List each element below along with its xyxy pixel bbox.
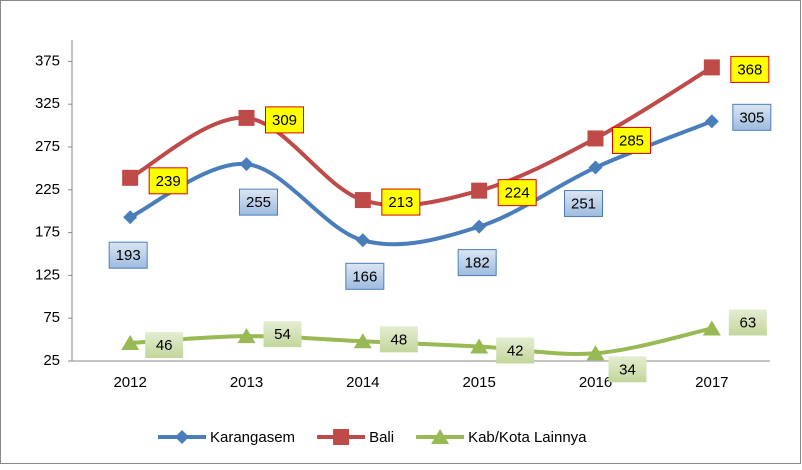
series-line <box>129 119 713 247</box>
x-tick-label: 2014 <box>346 374 379 391</box>
y-tick-label: 125 <box>35 266 60 283</box>
legend-label: Karangasem <box>210 429 295 446</box>
marker <box>702 320 721 336</box>
y-tick-label: 275 <box>35 138 60 155</box>
data-label-box <box>730 55 770 83</box>
data-label: 251 <box>571 196 596 213</box>
data-label-box <box>379 326 418 353</box>
y-tick-label: 375 <box>35 52 60 69</box>
marker <box>587 130 604 147</box>
x-tick-label: 2012 <box>113 374 146 391</box>
data-label-box <box>457 249 497 277</box>
data-label-box <box>612 126 651 154</box>
data-label-box <box>345 262 385 290</box>
marker <box>238 109 255 126</box>
data-label: 224 <box>505 185 530 202</box>
y-tick-label: 325 <box>35 95 60 112</box>
x-tick-label: 2016 <box>579 374 612 391</box>
marker <box>588 160 603 175</box>
data-label-box <box>263 321 302 348</box>
data-label-box <box>145 332 184 359</box>
data-label: 42 <box>507 342 524 359</box>
data-label-box <box>732 103 772 131</box>
marker <box>470 338 489 354</box>
data-label-box <box>497 179 537 207</box>
marker <box>703 59 720 76</box>
data-label: 166 <box>352 268 377 285</box>
data-label-box <box>265 106 304 134</box>
y-tick-label: 75 <box>43 309 60 326</box>
marker <box>175 430 189 444</box>
data-label-box <box>239 188 278 216</box>
y-tick-label: 25 <box>43 352 60 369</box>
x-tick-label: 2017 <box>695 374 728 391</box>
data-label: 193 <box>116 247 141 264</box>
marker <box>586 345 605 361</box>
y-tick-label: 175 <box>35 224 60 241</box>
marker <box>237 328 256 344</box>
legend-label: Kab/Kota Lainnya <box>468 429 587 446</box>
marker <box>355 233 370 248</box>
data-label-box <box>564 190 603 218</box>
marker <box>354 192 371 209</box>
series-line <box>130 326 713 356</box>
marker <box>123 210 138 225</box>
data-label: 368 <box>737 61 762 78</box>
data-label-box <box>108 241 148 269</box>
marker <box>239 157 254 172</box>
marker <box>353 333 372 349</box>
data-label-box <box>148 167 188 195</box>
data-label: 48 <box>390 331 407 348</box>
data-label: 309 <box>272 112 297 129</box>
data-label-box <box>728 309 767 336</box>
data-label-box <box>608 356 647 383</box>
x-tick-label: 2015 <box>462 374 495 391</box>
data-label-box <box>496 337 535 364</box>
data-label: 239 <box>156 173 181 190</box>
data-label: 54 <box>274 326 291 343</box>
data-label: 285 <box>619 132 644 149</box>
marker <box>122 169 139 186</box>
x-tick-label: 2013 <box>230 374 263 391</box>
data-label-box <box>381 188 421 216</box>
legend-label: Bali <box>369 429 394 446</box>
marker <box>704 114 719 129</box>
marker <box>333 429 350 445</box>
data-label: 63 <box>739 314 756 331</box>
data-label: 213 <box>388 194 413 211</box>
marker <box>121 335 140 351</box>
marker <box>472 219 487 234</box>
marker <box>431 429 450 444</box>
data-label: 305 <box>739 109 764 126</box>
y-tick-label: 225 <box>35 181 60 198</box>
data-label: 34 <box>619 361 636 378</box>
marker <box>471 182 488 199</box>
data-label: 46 <box>156 337 173 354</box>
data-label: 182 <box>465 255 490 272</box>
data-label: 255 <box>246 194 271 211</box>
